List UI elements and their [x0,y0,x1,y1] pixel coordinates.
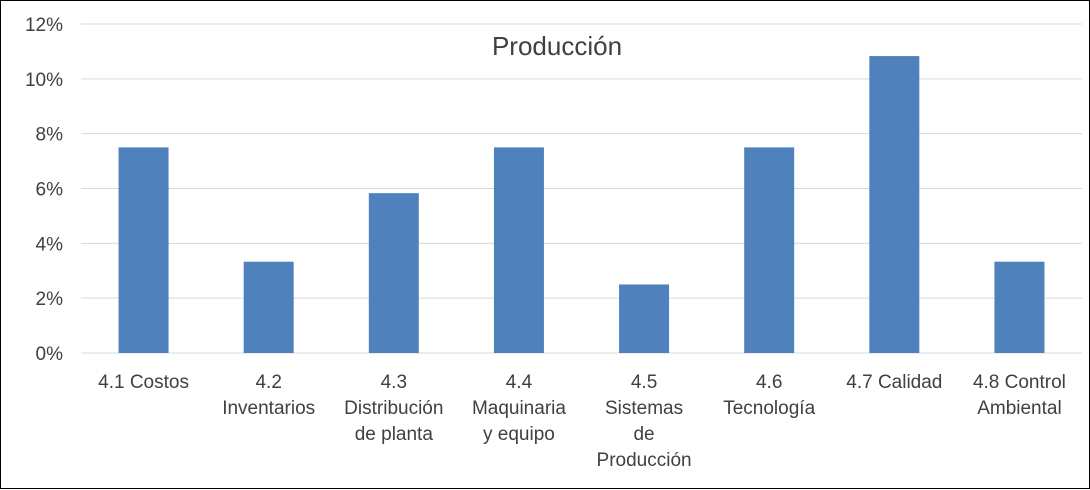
x-category-label-line: 4.6 [756,372,782,393]
bar [744,147,795,353]
x-category-label-line: 4.1 Costos [98,372,189,393]
x-category-label-line: 4.3 [381,372,407,393]
x-axis-categories: 4.1 Costos 4.2 Inventarios 4.3 Distribución d… [98,372,1066,471]
x-category-label-line: Tecnología [723,398,815,419]
x-category-label-line: Ambiental [977,398,1062,419]
x-category-label-line: 4.2 [255,372,281,393]
bar [243,261,294,353]
bar [118,147,169,353]
gridlines [81,23,1082,354]
bar [994,261,1045,353]
x-category-label-line: Inventarios [222,398,315,419]
x-category-label: 4.6 Tecnología [723,372,815,419]
x-category-label-line: 4.8 Control [973,372,1066,393]
bars [118,56,1045,353]
x-category-label-line: y equipo [483,424,555,445]
y-tick-label: 4% [36,234,64,255]
x-category-label-line: 4.7 Calidad [846,372,942,393]
x-category-label: 4.5 Sistemas de Producción [597,372,692,471]
y-tick-label: 0% [36,344,64,365]
x-category-label: 4.3 Distribución de planta [344,372,443,445]
x-category-label-line: Maquinaria [472,398,566,419]
y-tick-label: 2% [36,289,64,310]
y-tick-label: 12% [25,15,63,36]
x-category-label: 4.1 Costos [98,372,189,393]
chart-title: Producción [492,31,622,61]
bar [869,56,920,353]
x-category-label-line: 4.4 [506,372,533,393]
y-axis-ticks: 0% 2% 4% 6% 8% 10% 12% [25,15,63,365]
x-category-label-line: Producción [597,450,692,471]
x-category-label-line: de [633,424,654,445]
x-category-label: 4.2 Inventarios [222,372,315,419]
x-category-label: 4.7 Calidad [846,372,942,393]
y-tick-label: 10% [25,70,63,91]
x-category-label-line: Sistemas [605,398,683,419]
x-category-label: 4.4 Maquinaria y equipo [472,372,566,445]
x-category-label-line: Distribución [344,398,443,419]
x-category-label-line: 4.5 [631,372,657,393]
y-tick-label: 8% [36,125,64,146]
x-category-label: 4.8 Control Ambiental [973,372,1066,419]
bar [619,284,670,353]
bar [368,193,419,353]
y-tick-label: 6% [36,180,64,201]
x-category-label-line: de planta [355,424,434,445]
bar [493,147,544,353]
